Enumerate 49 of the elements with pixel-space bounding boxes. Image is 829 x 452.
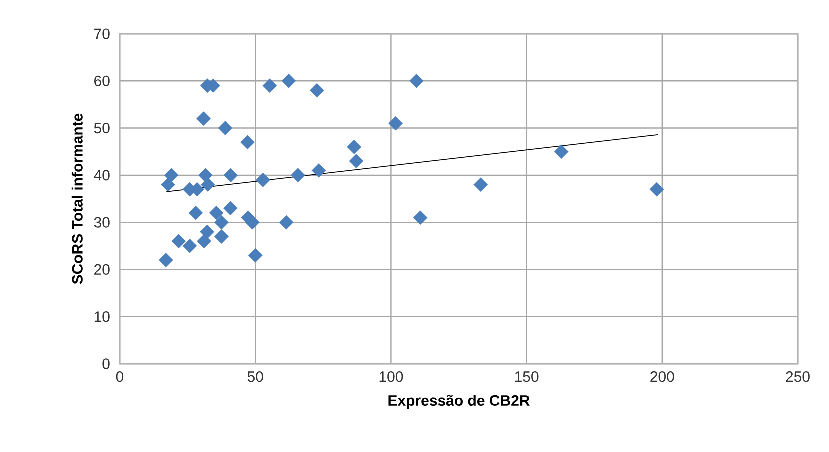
x-tick-label: 250 <box>786 372 810 382</box>
point <box>161 178 176 192</box>
y-tick-label: 60 <box>94 76 110 86</box>
point <box>198 168 213 183</box>
point <box>410 74 424 88</box>
point <box>223 201 238 216</box>
point <box>188 206 204 220</box>
y-tick-label: 20 <box>94 264 110 276</box>
point <box>279 215 294 230</box>
point <box>347 140 362 154</box>
point <box>224 168 238 183</box>
point <box>312 164 326 178</box>
point <box>282 74 296 88</box>
x-tick-label: 50 <box>248 372 264 382</box>
x-tick-label: 150 <box>515 372 539 382</box>
x-tick-label: 0 <box>116 372 124 382</box>
point <box>182 238 198 254</box>
point <box>197 234 212 249</box>
point <box>214 215 229 230</box>
x-tick-label: 100 <box>380 372 404 382</box>
point <box>172 234 186 249</box>
point <box>196 112 211 126</box>
point <box>209 206 224 220</box>
x-tick-label: 200 <box>650 372 674 382</box>
point <box>554 144 569 160</box>
y-tick-label: 10 <box>94 312 110 322</box>
point <box>388 116 403 131</box>
y-tick-label: 50 <box>94 122 110 134</box>
y-tick-label: 70 <box>94 28 110 40</box>
y-tick-label: 40 <box>94 170 110 181</box>
point <box>310 83 324 98</box>
point <box>214 230 229 244</box>
point <box>158 253 174 268</box>
point <box>218 121 233 136</box>
point <box>240 135 255 150</box>
x-axis-title: Expressão de CB2R <box>388 395 530 409</box>
point <box>164 168 179 183</box>
point <box>262 78 278 94</box>
point <box>650 182 664 197</box>
y-axis-title: SCoRS Total informante <box>72 114 83 284</box>
point <box>413 210 428 226</box>
point <box>291 168 306 183</box>
point <box>248 248 263 263</box>
y-tick-label: 0 <box>102 358 110 370</box>
point <box>200 224 215 240</box>
y-tick-label: 30 <box>94 217 110 228</box>
point <box>474 178 488 192</box>
point <box>256 172 270 188</box>
point <box>349 154 364 168</box>
